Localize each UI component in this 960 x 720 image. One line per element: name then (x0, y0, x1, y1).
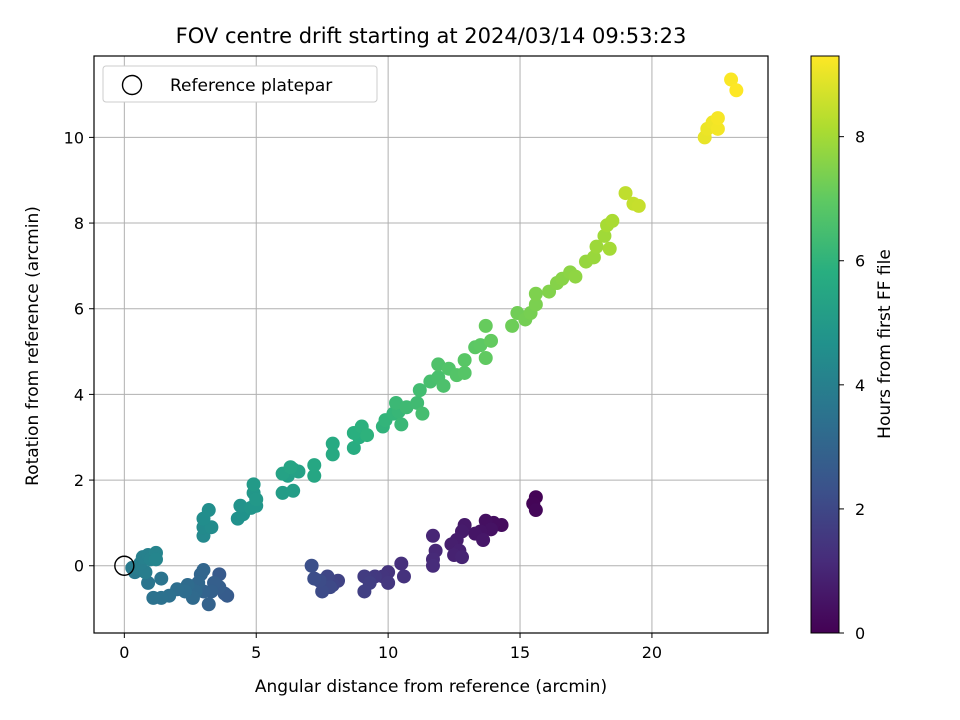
scatter-point (394, 556, 409, 571)
scatter-point (478, 318, 493, 333)
scatter-point (396, 569, 411, 584)
x-tick-label: 20 (642, 643, 662, 662)
y-tick-label: 8 (74, 214, 84, 233)
colorbar: 0 2 4 6 8 Hours from first FF file (810, 55, 895, 643)
scatter-point (710, 121, 725, 136)
legend: Reference platepar (102, 65, 378, 103)
colorbar-tick-label: 4 (855, 376, 865, 395)
scatter-point (307, 468, 322, 483)
scatter-point (528, 503, 543, 518)
scatter-point (146, 590, 161, 605)
scatter-point (246, 477, 261, 492)
scatter-point (473, 338, 488, 353)
scatter-point (710, 111, 725, 126)
scatter-point (346, 440, 361, 455)
scatter-point (528, 286, 543, 301)
scatter-point (148, 552, 163, 567)
scatter-point (431, 357, 446, 372)
scatter-point (457, 353, 472, 368)
scatter-point (454, 550, 469, 565)
scatter-point (618, 186, 633, 201)
scatter-point (307, 458, 322, 473)
legend-reference-marker (121, 74, 143, 96)
x-tick-label: 10 (378, 643, 398, 662)
scatter-point (484, 522, 499, 537)
colorbar-tick-label: 2 (855, 500, 865, 519)
colorbar-ticks: 0 2 4 6 8 (839, 128, 865, 643)
scatter-point (436, 378, 451, 393)
scatter-point (196, 563, 211, 578)
y-tick-label: 10 (64, 128, 84, 147)
y-tick-label: 6 (74, 300, 84, 319)
scatter-point (505, 318, 520, 333)
scatter-point (201, 503, 216, 518)
data-points (125, 72, 744, 612)
scatter-point (602, 241, 617, 256)
y-tick-label: 4 (74, 385, 84, 404)
scatter-point (233, 498, 248, 513)
scatter-point (283, 460, 298, 475)
scatter-point (286, 483, 301, 498)
scatter-point (275, 485, 290, 500)
plot-frame (93, 55, 769, 634)
x-tick-label: 0 (119, 643, 129, 662)
scatter-point (528, 297, 543, 312)
colorbar-tick-label: 8 (855, 128, 865, 147)
y-axis-label: Rotation from reference (arcmin) (23, 206, 43, 486)
scatter-point (399, 400, 414, 415)
legend-label: Reference platepar (170, 76, 332, 96)
scatter-point (315, 584, 330, 599)
scatter-point (476, 533, 491, 548)
scatter-point (478, 350, 493, 365)
scatter-point (631, 198, 646, 213)
scatter-point (568, 269, 583, 284)
scatter-point (415, 406, 430, 421)
reference-marker (114, 555, 135, 576)
colorbar-tick-label: 0 (855, 624, 865, 643)
scatter-point (325, 447, 340, 462)
y-tick-label: 2 (74, 471, 84, 490)
scatter-point (249, 492, 264, 507)
scatter-point (597, 228, 612, 243)
legend-box (102, 65, 378, 103)
scatter-point (425, 528, 440, 543)
x-axis-label: Angular distance from reference (arcmin) (255, 677, 607, 697)
scatter-point (586, 250, 601, 265)
scatter-point (381, 575, 396, 590)
scatter-point (457, 365, 472, 380)
scatter-point (724, 72, 739, 87)
scatter-point (357, 584, 372, 599)
x-tick-label: 15 (510, 643, 530, 662)
x-tick-label: 5 (251, 643, 261, 662)
scatter-point (304, 558, 319, 573)
scatter-point (484, 333, 499, 348)
reference-platepar-marker (114, 555, 135, 576)
chart-title: FOV centre drift starting at 2024/03/14 … (176, 24, 687, 48)
scatter-point (425, 558, 440, 573)
colorbar-label: Hours from first FF file (875, 249, 895, 439)
scatter-point (325, 436, 340, 451)
scatter-point (360, 428, 375, 443)
y-tick-label: 0 (74, 557, 84, 576)
scatter-point (307, 571, 322, 586)
scatter-point (729, 83, 744, 98)
colorbar-tick-label: 6 (855, 252, 865, 271)
scatter-point (410, 395, 425, 410)
axis-ticks: 0 5 10 15 20 0 2 4 6 8 10 (64, 128, 662, 662)
scatter-point (589, 239, 604, 254)
scatter-point (389, 395, 404, 410)
scatter-point (154, 571, 169, 586)
scatter-point (141, 575, 156, 590)
scatter-point (412, 383, 427, 398)
colorbar-gradient (810, 55, 840, 634)
scatter-point (394, 417, 409, 432)
scatter-point (605, 213, 620, 228)
scatter-point (201, 597, 216, 612)
